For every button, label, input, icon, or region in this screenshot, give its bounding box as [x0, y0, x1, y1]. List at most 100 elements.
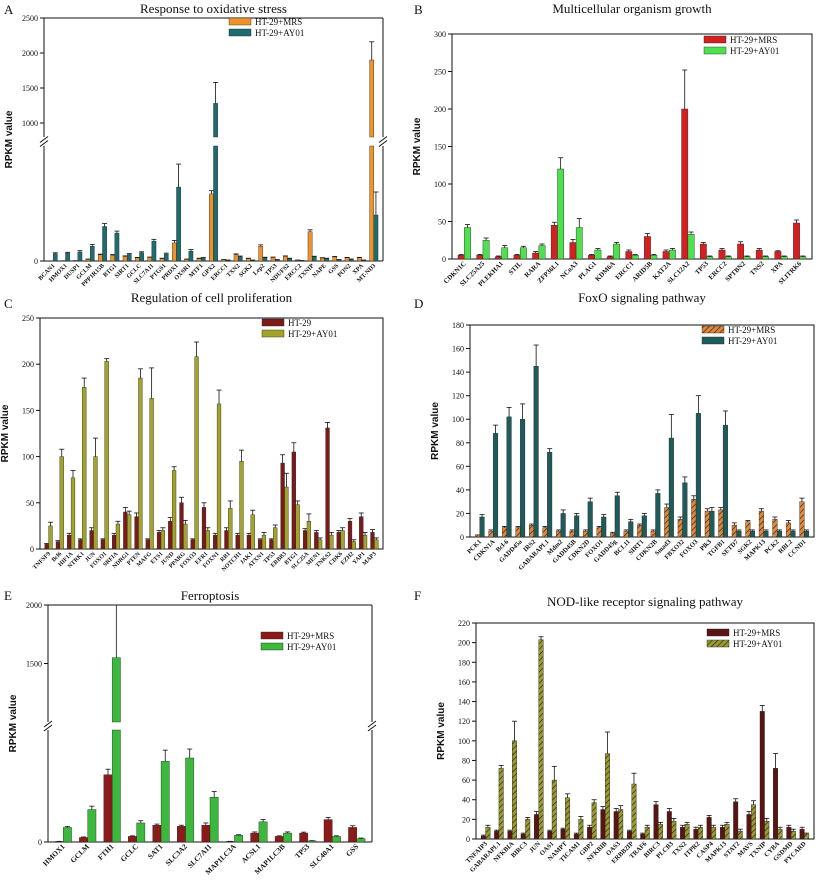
bar: [790, 830, 796, 840]
bar: [336, 532, 341, 550]
bar: [163, 253, 169, 262]
bar: [669, 249, 676, 260]
bar: [755, 249, 763, 260]
x-tick-label: ARID5B: [631, 260, 654, 283]
legend-label: HT-29: [288, 318, 312, 328]
bar: [79, 837, 88, 843]
bar: [793, 222, 800, 260]
x-tick-label: GCLM: [68, 842, 91, 865]
y-tick-label: 180: [452, 321, 464, 330]
bar: [98, 254, 103, 262]
bar: [145, 539, 150, 550]
bar: [340, 530, 345, 550]
y-tick-label: 50: [438, 218, 446, 227]
bar: [474, 534, 480, 538]
bar: [160, 530, 165, 550]
bar: [737, 243, 744, 260]
panel-a: A Response to oxidative stress RPKM value 0…: [4, 1, 388, 288]
bar: [699, 243, 707, 260]
bar: [625, 251, 633, 260]
y-tick-label: 250: [22, 314, 34, 323]
bar: [627, 830, 632, 840]
bar: [777, 828, 783, 840]
y-tick-label: 0: [442, 255, 446, 264]
bar: [513, 255, 521, 260]
bar: [351, 541, 356, 550]
bar: [534, 814, 539, 840]
bar: [188, 250, 194, 262]
bar: [547, 830, 553, 840]
legend-swatch: [706, 639, 730, 648]
bar: [362, 534, 368, 550]
bar: [262, 257, 268, 262]
x-tick-label: TNS2: [749, 260, 766, 277]
y-axis-label: RPKM value: [430, 402, 441, 460]
y-tick-label: 20: [456, 509, 464, 518]
x-tick-label: ACSL1: [239, 842, 262, 865]
legend-swatch: [228, 17, 252, 26]
x-tick-label: SGK2: [238, 262, 254, 278]
bar: [115, 523, 121, 550]
bar: [780, 256, 788, 260]
y-tick-label: 60: [456, 462, 464, 471]
bar: [102, 226, 107, 262]
bar: [520, 247, 527, 260]
bar: [574, 515, 580, 538]
legend-label: HT-29+AY01: [733, 639, 782, 649]
x-tick-label: HMOX1: [41, 842, 67, 868]
bar: [160, 761, 170, 843]
bar: [100, 539, 105, 550]
panel-b: B Multicellular organism growth RPKM value…: [412, 1, 813, 288]
bar: [743, 256, 751, 260]
bar: [709, 510, 715, 538]
bar: [560, 513, 566, 538]
x-tick-label: NAPE: [311, 262, 328, 279]
bar: [628, 521, 634, 538]
bar: [596, 527, 602, 538]
bar: [311, 256, 317, 262]
bar: [213, 145, 218, 262]
bar: [488, 530, 494, 538]
bar: [147, 257, 153, 262]
bar: [682, 482, 688, 538]
y-tick-label: 160: [452, 345, 464, 354]
y-tick-label: 0: [466, 835, 470, 844]
bar: [273, 527, 278, 550]
bar: [666, 811, 672, 840]
panel-title: Regulation of cell proliferation: [131, 290, 293, 305]
bar: [235, 534, 240, 550]
y-axis-label: RPKM value: [412, 117, 423, 175]
y-tick-label: 100: [434, 180, 446, 189]
bar: [542, 527, 548, 538]
bar: [724, 256, 732, 260]
bar: [184, 259, 190, 262]
bar: [261, 534, 267, 550]
bar: [790, 530, 796, 538]
bar: [128, 836, 137, 843]
bar: [201, 825, 211, 843]
bar: [733, 801, 739, 840]
bar: [724, 824, 730, 840]
x-tick-label: SLC40A1: [308, 842, 336, 870]
bar: [239, 461, 244, 550]
bar: [359, 516, 364, 550]
bar: [637, 525, 643, 538]
bar: [550, 225, 558, 260]
x-tick-label: TNFSF9: [32, 551, 52, 571]
bar: [613, 243, 620, 260]
bar: [332, 256, 338, 262]
bar: [302, 530, 308, 550]
bar: [804, 530, 810, 538]
bar: [201, 507, 207, 550]
bar: [149, 398, 154, 550]
bar: [641, 515, 647, 538]
legend-label: HT-29+MRS: [255, 17, 302, 27]
bar: [274, 836, 284, 843]
bar: [610, 533, 616, 538]
bar: [495, 256, 502, 260]
y-tick-label: 250: [434, 68, 446, 77]
y-tick-label: 1000: [22, 119, 38, 128]
bar: [650, 530, 656, 538]
axis-break-mark: [39, 136, 49, 143]
bar: [731, 525, 737, 538]
